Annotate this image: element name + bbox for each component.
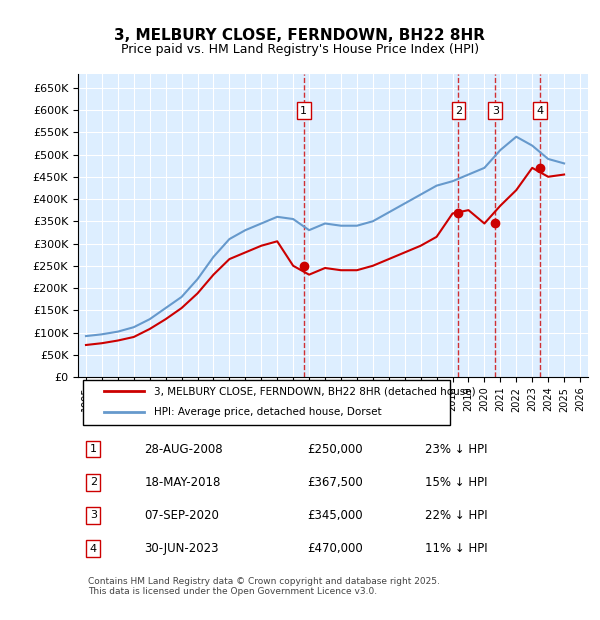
Text: 07-SEP-2020: 07-SEP-2020 — [145, 509, 219, 522]
Text: 15% ↓ HPI: 15% ↓ HPI — [425, 476, 487, 489]
Text: 11% ↓ HPI: 11% ↓ HPI — [425, 542, 487, 555]
Text: Price paid vs. HM Land Registry's House Price Index (HPI): Price paid vs. HM Land Registry's House … — [121, 43, 479, 56]
Text: 23% ↓ HPI: 23% ↓ HPI — [425, 443, 487, 456]
Text: 1: 1 — [90, 444, 97, 454]
Text: 30-JUN-2023: 30-JUN-2023 — [145, 542, 219, 555]
Text: £367,500: £367,500 — [308, 476, 363, 489]
Text: 18-MAY-2018: 18-MAY-2018 — [145, 476, 221, 489]
Text: 3, MELBURY CLOSE, FERNDOWN, BH22 8HR: 3, MELBURY CLOSE, FERNDOWN, BH22 8HR — [115, 28, 485, 43]
Text: 1: 1 — [300, 106, 307, 116]
Text: HPI: Average price, detached house, Dorset: HPI: Average price, detached house, Dors… — [155, 407, 382, 417]
Text: 3, MELBURY CLOSE, FERNDOWN, BH22 8HR (detached house): 3, MELBURY CLOSE, FERNDOWN, BH22 8HR (de… — [155, 386, 476, 396]
Text: 2: 2 — [455, 106, 462, 116]
Text: 4: 4 — [536, 106, 544, 116]
Text: 28-AUG-2008: 28-AUG-2008 — [145, 443, 223, 456]
Text: 2: 2 — [90, 477, 97, 487]
Text: 22% ↓ HPI: 22% ↓ HPI — [425, 509, 487, 522]
Text: £250,000: £250,000 — [308, 443, 363, 456]
Text: 4: 4 — [90, 544, 97, 554]
Text: Contains HM Land Registry data © Crown copyright and database right 2025.
This d: Contains HM Land Registry data © Crown c… — [88, 577, 440, 596]
Text: 3: 3 — [492, 106, 499, 116]
Text: £345,000: £345,000 — [308, 509, 363, 522]
Text: £470,000: £470,000 — [308, 542, 363, 555]
FancyBboxPatch shape — [83, 380, 450, 425]
Text: 3: 3 — [90, 510, 97, 520]
